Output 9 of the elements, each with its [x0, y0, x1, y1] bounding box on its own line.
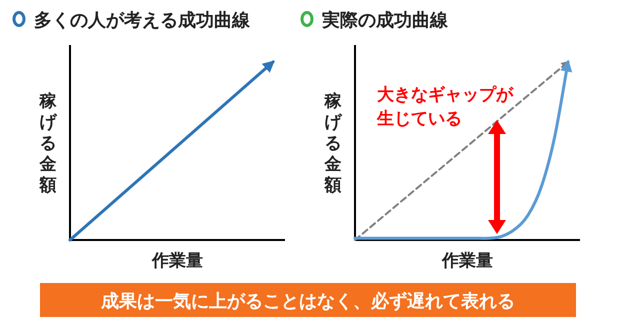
- x-axis-title: 作業量: [151, 251, 203, 271]
- text: 成果は一気に上がることはなく、必ず遅れて表れる: [100, 291, 515, 312]
- y-axis-title: 稼げる金額: [38, 92, 58, 196]
- chart-title: 実際の成功曲線: [321, 10, 449, 31]
- annotation: 生じている: [376, 109, 462, 129]
- annotation: 大きなギャップが: [377, 85, 514, 105]
- y-axis-title: 稼げる金額: [324, 92, 342, 196]
- x-axis-title: 作業量: [441, 251, 493, 271]
- chart-title: 多くの人が考える成功曲線: [34, 10, 251, 31]
